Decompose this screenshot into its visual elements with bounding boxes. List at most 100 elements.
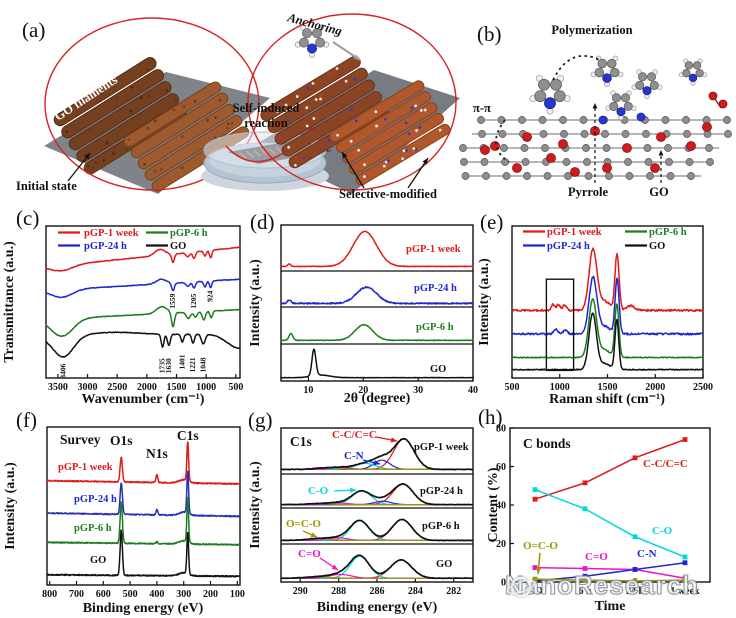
- peak-label: 1735: [158, 358, 167, 373]
- curve-GO: [280, 348, 474, 379]
- texture-dot: [305, 106, 309, 110]
- oxygen-atom: [512, 163, 522, 173]
- panel-d-xrd-chart: 10 20 30 40 2θ (degree) Intensity (a.u.) pGP-1…: [248, 224, 478, 406]
- nitrogen-atom: [598, 115, 608, 125]
- carbon-atom: [564, 172, 572, 180]
- reaction-label: reaction: [244, 116, 288, 130]
- data-marker: [632, 455, 638, 461]
- data-marker: [532, 576, 538, 582]
- texture-dot: [278, 125, 282, 128]
- texture-dot: [160, 167, 163, 171]
- carbon-atom: [521, 158, 530, 166]
- x-tick-label: 1500: [167, 382, 187, 393]
- y-axis-label: Intensity (a.u.): [248, 461, 263, 549]
- oxygen-atom: [656, 132, 666, 142]
- highlight-box: [545, 278, 575, 372]
- carbon-atom: [706, 158, 714, 166]
- data-marker: [582, 506, 588, 512]
- texture-dot: [206, 118, 209, 122]
- carbon-atom: [643, 144, 652, 152]
- texture-dot: [140, 96, 143, 100]
- texture-dot: [329, 110, 332, 114]
- x-axis-label: Binding energy (eV): [83, 601, 204, 616]
- texture-dot: [99, 91, 103, 94]
- carbon-atom: [523, 172, 531, 180]
- data-marker: [632, 578, 638, 584]
- data-marker: [532, 565, 538, 570]
- curve-pGP-24 h: [46, 470, 241, 518]
- go-label: GO: [649, 185, 669, 199]
- carbon-atom: [500, 144, 508, 152]
- carbon-atom: [705, 144, 713, 152]
- carbon-atom: [538, 116, 547, 124]
- texture-dot: [180, 166, 184, 170]
- nitrogen-atom: [306, 43, 317, 54]
- strip-label: pGP-1 week: [406, 244, 461, 255]
- curve-pGP-24 h: [45, 278, 241, 299]
- pyrrole-free-4: [678, 58, 708, 86]
- carbon-atom: [498, 130, 507, 138]
- texture-dot: [328, 71, 332, 75]
- panel-e-raman-chart: 500 1000 1500 2000 2500 Raman shift (cm⁻¹) Int…: [477, 225, 713, 407]
- nitrogen-atom: [544, 97, 556, 110]
- curve-label: pGP-24 h: [74, 494, 117, 505]
- carbon-atom: [482, 172, 490, 180]
- y-axis-label: Intensity (a.u.): [477, 258, 492, 346]
- carbon-atom: [664, 144, 672, 152]
- oxygen-atom: [570, 167, 580, 177]
- go-filament-wall-2: [123, 81, 250, 192]
- texture-dot: [375, 124, 378, 128]
- texture-dot: [276, 110, 279, 113]
- legend-label: pGP-6 h: [649, 227, 687, 238]
- texture-dot: [143, 162, 146, 166]
- x-tick-label: 600: [96, 589, 111, 600]
- oxygen-atom: [650, 163, 660, 173]
- oxygen-atom: [686, 141, 696, 151]
- carbon-atom: [594, 67, 605, 78]
- texture-dot: [301, 154, 304, 158]
- texture-dot: [127, 138, 131, 142]
- x-tick-label: 2500: [693, 382, 713, 393]
- carbon-atom: [609, 101, 619, 111]
- pi-pi-label: π-π: [473, 101, 491, 115]
- carbon-atom: [553, 90, 566, 103]
- red-circle-left: [44, 17, 260, 191]
- texture-dot: [336, 133, 339, 137]
- carbon-atom: [723, 116, 731, 124]
- curve-pGP-1 week: [45, 246, 241, 272]
- legend-label: pGP-24 h: [547, 241, 590, 252]
- texture-dot: [407, 132, 411, 136]
- oxygen-atom: [622, 143, 632, 153]
- texture-dot: [105, 141, 109, 145]
- texture-dot: [295, 95, 299, 98]
- series-line-C-O: [534, 488, 686, 558]
- element-label: N1s: [146, 446, 168, 461]
- carbon-atom: [584, 172, 593, 180]
- arrow-head: [390, 437, 397, 443]
- y-tick-label: 20: [496, 539, 506, 550]
- panel-letter-d: (d): [250, 210, 275, 234]
- red-circle-right: [247, 13, 457, 191]
- carbon-atom: [625, 172, 634, 180]
- texture-dot: [354, 119, 358, 123]
- y-tick-label: 0: [501, 578, 506, 589]
- element-label: C1s: [177, 428, 199, 443]
- x-axis-label: Time: [595, 599, 626, 614]
- oxygen-atom: [602, 163, 612, 173]
- curve-pGP-6 h: [511, 298, 704, 359]
- legend-label: pGP-1 week: [84, 228, 139, 239]
- texture-dot: [404, 121, 408, 125]
- texture-dot: [102, 159, 106, 162]
- texture-dot: [218, 98, 222, 102]
- nitrogen-atom: [642, 86, 652, 96]
- curve-pGP-1 week: [511, 247, 704, 313]
- texture-dot: [363, 175, 366, 179]
- legend-label: pGP-1 week: [547, 227, 602, 238]
- texture-dot: [382, 164, 386, 168]
- carbon-atom: [644, 158, 653, 166]
- carbon-atom: [302, 28, 313, 39]
- y-tick-label: 60: [496, 462, 506, 473]
- carbon-atom: [692, 61, 702, 70]
- self-induced-label: Self-induced: [233, 101, 300, 115]
